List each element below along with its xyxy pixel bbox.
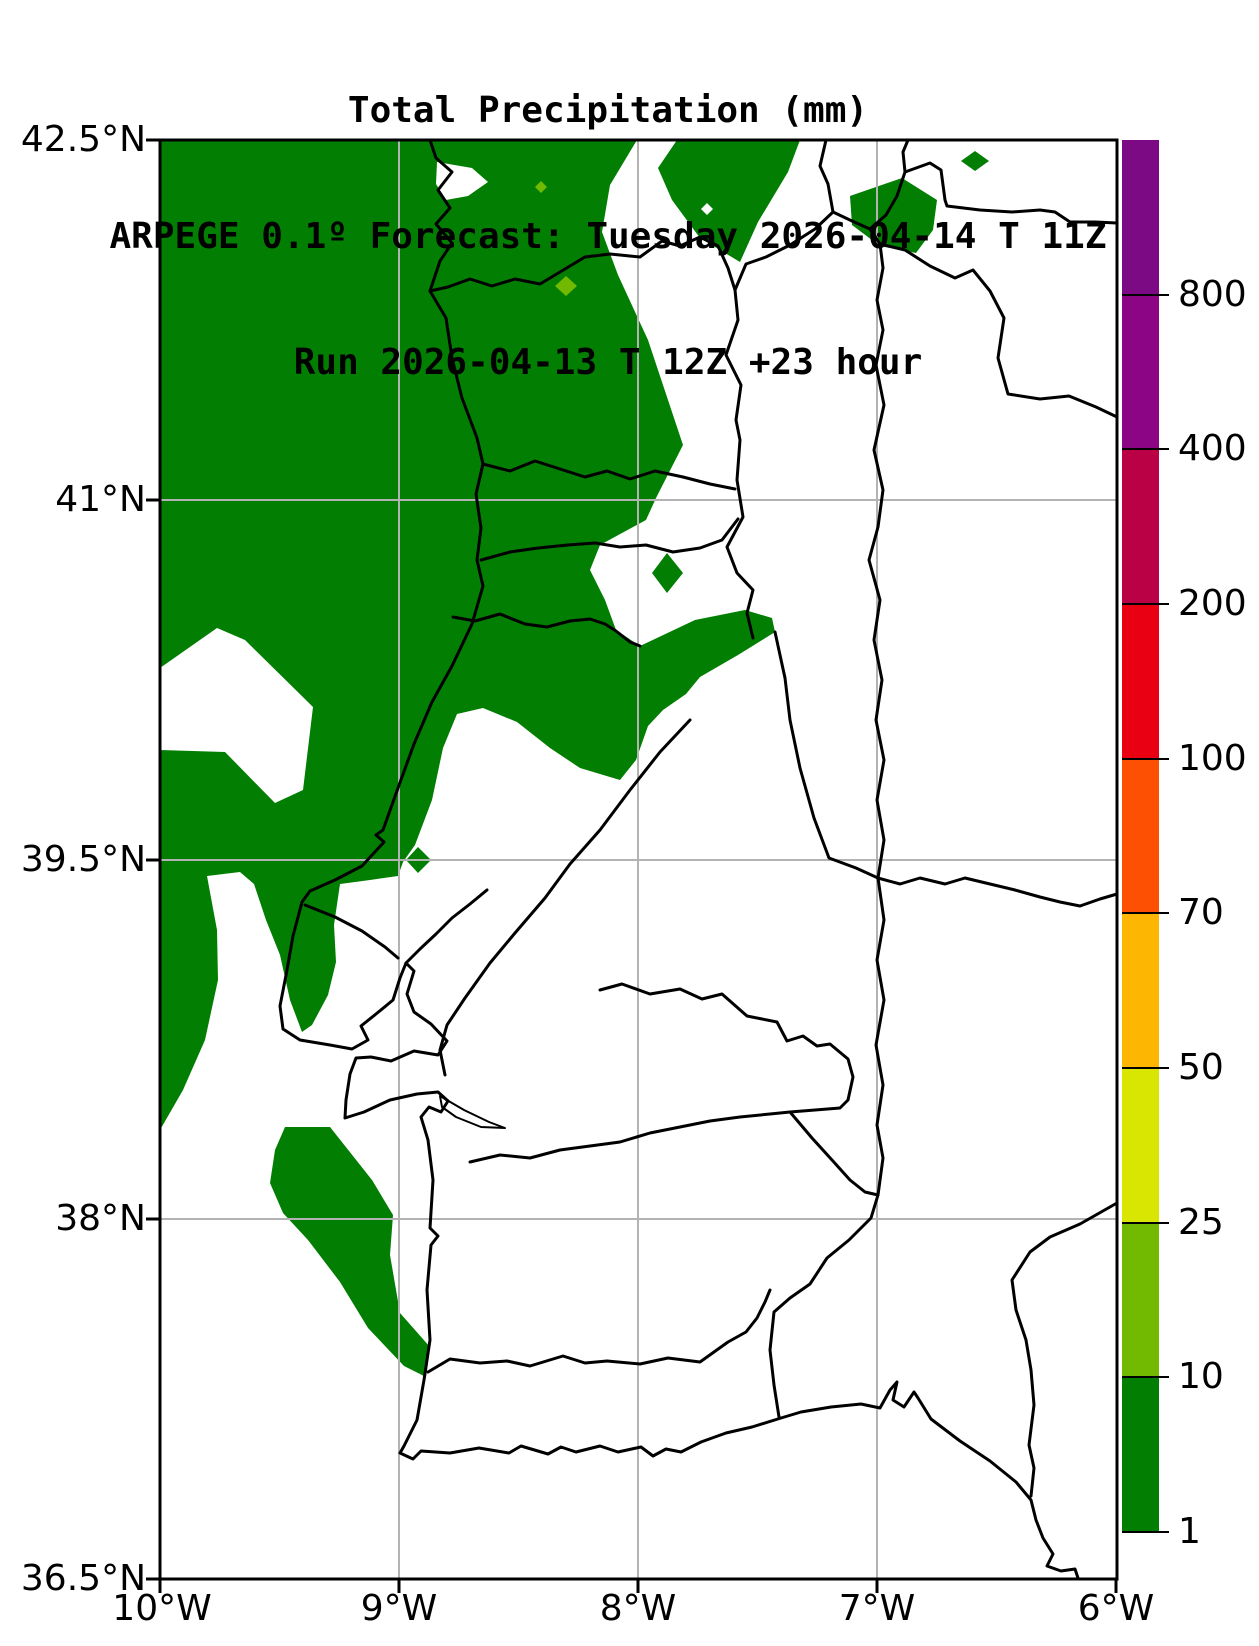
lon-tick-10W: 10°W [112, 1588, 212, 1629]
lon-tick-7W: 7°W [838, 1588, 916, 1629]
colorbar-label-200: 200 [1178, 583, 1247, 624]
district-coimbra [451, 612, 642, 648]
colorbar-label-50: 50 [1178, 1047, 1224, 1088]
title-block: Total Precipitation (mm) ARPEGE 0.1º For… [0, 6, 1216, 468]
colorbar-tick-50 [1122, 1067, 1169, 1069]
colorbar-label-100: 100 [1178, 738, 1247, 779]
border-branch-north [868, 138, 910, 231]
colorbar-segment-100-200 [1122, 603, 1159, 759]
plot-title: Total Precipitation (mm) [347, 90, 869, 131]
colorbar-segment-70-100 [1122, 758, 1159, 914]
lat-tick-41N: 41°N [55, 479, 146, 520]
colorbar [1122, 139, 1159, 1532]
lat-tick-42-5N: 42.5°N [20, 119, 146, 160]
colorbar-label-400: 400 [1178, 428, 1247, 469]
spain-border-huelva-sevilla [1010, 1201, 1119, 1498]
lat-tick-36-5N: 36.5°N [20, 1558, 146, 1599]
colorbar-tick-25 [1122, 1222, 1169, 1224]
district-algarve-north [426, 1288, 772, 1374]
district-tagus-valley [438, 718, 692, 1077]
left-axis-ticks [146, 138, 160, 1581]
precip-diamond-center [652, 553, 683, 593]
colorbar-tick-70 [1122, 912, 1169, 914]
colorbar-segment-200-400 [1122, 449, 1159, 604]
colorbar-segment-400-800 [1122, 294, 1159, 450]
colorbar-segment-50-70 [1122, 913, 1159, 1068]
lat-tick-39-5N: 39.5°N [20, 839, 146, 880]
coastline-and-borders [278, 138, 1119, 1580]
axes-frame [146, 138, 1119, 1593]
colorbar-tick-400 [1122, 448, 1169, 450]
dry-pocket-ria [436, 162, 488, 200]
district-alentejo-north [468, 1110, 880, 1197]
colorbar-tick-800 [1122, 294, 1169, 296]
colorbar-segment-over-800 [1122, 139, 1159, 295]
precip-diamond-northeast [961, 151, 989, 171]
colorbar-segment-25-50 [1122, 1067, 1159, 1223]
colorbar-segment-10-25 [1122, 1222, 1159, 1378]
colorbar-label-25: 25 [1178, 1202, 1224, 1243]
spain-border-northeast [903, 161, 1119, 225]
lon-tick-9W: 9°W [360, 1588, 438, 1629]
colorbar-label-1: 1 [1178, 1511, 1201, 1552]
colorbar-tick-1 [1122, 1531, 1169, 1533]
spain-border-badajoz [876, 876, 1119, 908]
coastline [278, 138, 1080, 1580]
plot-subtitle-forecast: ARPEGE 0.1º Forecast: Tuesday 2026-04-14… [109, 216, 1107, 257]
lat-tick-38N: 38°N [55, 1198, 146, 1239]
colorbar-tick-100 [1122, 758, 1169, 760]
district-evora [598, 982, 855, 1114]
sado-lagoon [439, 1095, 506, 1129]
colorbar-tick-10 [1122, 1376, 1169, 1378]
precip-spot-diamond [555, 276, 577, 296]
gridlines [160, 140, 1117, 1579]
border-north [428, 138, 835, 293]
lon-tick-6W: 6°W [1077, 1588, 1155, 1629]
colorbar-label-70: 70 [1178, 892, 1224, 933]
district-lisbon-north [303, 903, 400, 960]
lon-tick-8W: 8°W [599, 1588, 677, 1629]
precip-area-setubal-sines [270, 1127, 430, 1377]
plot-subtitle-run: Run 2026-04-13 T 12Z +23 hour [293, 342, 923, 383]
district-porto [481, 459, 737, 491]
precip-area-north-border-blob [658, 140, 800, 262]
colorbar-label-800: 800 [1178, 274, 1247, 315]
bottom-axis-ticks [158, 1579, 1118, 1593]
colorbar-label-10: 10 [1178, 1356, 1224, 1397]
colorbar-tick-200 [1122, 603, 1169, 605]
border-east [768, 210, 886, 1419]
district-aveiro [479, 517, 740, 562]
district-tras-os-montes [724, 288, 880, 880]
precip-band-10-25mm-layer [535, 181, 577, 296]
colorbar-segment-1-10 [1122, 1377, 1159, 1532]
spain-border-east [878, 242, 1119, 419]
tagus-river [404, 888, 489, 965]
precip-spot-small [535, 181, 547, 193]
